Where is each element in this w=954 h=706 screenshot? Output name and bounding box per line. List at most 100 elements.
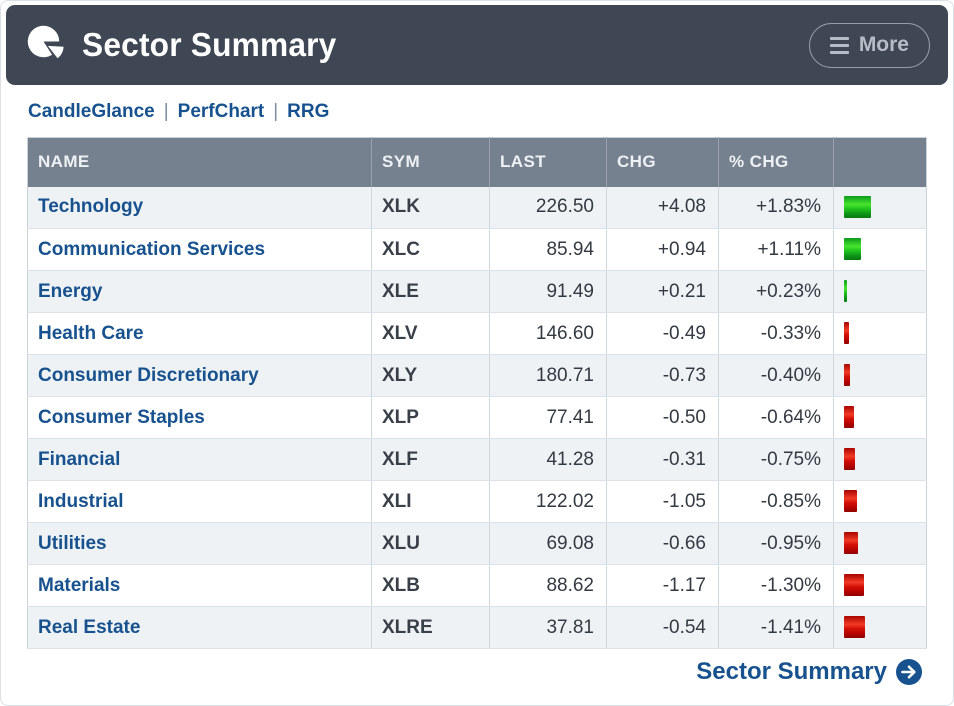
table-row: Communication Services XLC 85.94 +0.94 +…: [27, 228, 927, 271]
sector-symbol: XLRE: [371, 606, 490, 649]
change-value: -0.66: [606, 522, 719, 565]
last-price: 180.71: [489, 354, 607, 397]
sector-symbol: XLI: [371, 480, 490, 523]
sector-name-link[interactable]: Consumer Discretionary: [38, 364, 259, 386]
column-header-bar: [833, 137, 927, 187]
footer-link-label: Sector Summary: [696, 658, 887, 685]
table-row: Financial XLF 41.28 -0.31 -0.75%: [27, 438, 927, 481]
more-button-label: More: [858, 33, 909, 56]
percent-change-value: -0.40%: [718, 354, 834, 397]
column-header-pctchg: % CHG: [718, 137, 834, 187]
percent-change-value: +1.11%: [718, 228, 834, 271]
link-separator: |: [163, 101, 169, 122]
sector-name-link[interactable]: Real Estate: [38, 616, 141, 638]
table-row: Utilities XLU 69.08 -0.66 -0.95%: [27, 522, 927, 565]
page-title: Sector Summary: [82, 26, 337, 63]
sector-symbol: XLV: [371, 312, 490, 355]
table-row: Materials XLB 88.62 -1.17 -1.30%: [27, 564, 927, 607]
last-price: 146.60: [489, 312, 607, 355]
percent-change-bar: [844, 448, 855, 471]
sector-name-link[interactable]: Utilities: [38, 532, 107, 554]
change-value: +4.08: [606, 186, 719, 229]
more-button[interactable]: More: [808, 22, 930, 68]
sector-name-link[interactable]: Health Care: [38, 322, 144, 344]
change-value: -1.05: [606, 480, 719, 523]
change-value: -0.54: [606, 606, 719, 649]
last-price: 91.49: [489, 270, 607, 313]
sector-table: NAME SYM LAST CHG % CHG Technology XLK 2…: [27, 137, 927, 649]
last-price: 88.62: [489, 564, 607, 607]
column-header-chg: CHG: [606, 137, 719, 187]
table-row: Industrial XLI 122.02 -1.05 -0.85%: [27, 480, 927, 523]
change-value: -0.73: [606, 354, 719, 397]
sector-symbol: XLB: [371, 564, 490, 607]
change-value: -0.31: [606, 438, 719, 481]
percent-change-value: +0.23%: [718, 270, 834, 313]
percent-change-value: -0.64%: [718, 396, 834, 439]
percent-change-bar: [844, 532, 858, 555]
sector-symbol: XLY: [371, 354, 490, 397]
sector-name-link[interactable]: Financial: [38, 448, 121, 470]
percent-change-bar: [844, 280, 847, 303]
hamburger-icon: [829, 36, 849, 54]
column-header-sym: SYM: [371, 137, 490, 187]
arrow-right-circle-icon: [896, 659, 922, 685]
change-value: +0.94: [606, 228, 719, 271]
tool-links: CandleGlance | PerfChart | RRG: [28, 101, 953, 123]
percent-change-value: +1.83%: [718, 186, 834, 229]
link-rrg[interactable]: RRG: [287, 101, 330, 122]
sector-summary-footer-link[interactable]: Sector Summary: [696, 658, 922, 686]
percent-change-bar: [844, 364, 850, 387]
sector-name-link[interactable]: Consumer Staples: [38, 406, 205, 428]
change-value: -0.50: [606, 396, 719, 439]
column-header-name: NAME: [27, 137, 372, 187]
percent-change-bar: [844, 196, 871, 219]
sector-symbol: XLU: [371, 522, 490, 565]
table-header-row: NAME SYM LAST CHG % CHG: [27, 137, 927, 187]
sector-name-link[interactable]: Technology: [38, 196, 144, 218]
percent-change-value: -0.75%: [718, 438, 834, 481]
table-row: Consumer Discretionary XLY 180.71 -0.73 …: [27, 354, 927, 397]
percent-change-bar: [844, 574, 864, 597]
column-header-last: LAST: [489, 137, 607, 187]
percent-change-value: -0.33%: [718, 312, 834, 355]
sector-symbol: XLE: [371, 270, 490, 313]
link-separator: |: [273, 101, 279, 122]
sector-name-link[interactable]: Industrial: [38, 490, 124, 512]
sector-symbol: XLK: [371, 186, 490, 229]
percent-change-bar: [844, 406, 854, 429]
table-row: Consumer Staples XLP 77.41 -0.50 -0.64%: [27, 396, 927, 439]
sector-symbol: XLF: [371, 438, 490, 481]
last-price: 85.94: [489, 228, 607, 271]
change-value: -1.17: [606, 564, 719, 607]
sector-name-link[interactable]: Energy: [38, 280, 103, 302]
sector-symbol: XLP: [371, 396, 490, 439]
last-price: 69.08: [489, 522, 607, 565]
sector-name-link[interactable]: Materials: [38, 574, 121, 596]
link-perfchart[interactable]: PerfChart: [177, 101, 265, 122]
table-row: Energy XLE 91.49 +0.21 +0.23%: [27, 270, 927, 313]
table-row: Real Estate XLRE 37.81 -0.54 -1.41%: [27, 606, 927, 649]
last-price: 226.50: [489, 186, 607, 229]
last-price: 37.81: [489, 606, 607, 649]
topbar: Sector Summary More: [6, 5, 948, 85]
change-value: +0.21: [606, 270, 719, 313]
sector-symbol: XLC: [371, 228, 490, 271]
table-row: Health Care XLV 146.60 -0.49 -0.33%: [27, 312, 927, 355]
last-price: 122.02: [489, 480, 607, 523]
link-candleglance[interactable]: CandleGlance: [28, 101, 155, 122]
last-price: 77.41: [489, 396, 607, 439]
percent-change-bar: [844, 490, 857, 513]
percent-change-value: -1.41%: [718, 606, 834, 649]
pie-chart-icon: [27, 25, 64, 59]
change-value: -0.49: [606, 312, 719, 355]
percent-change-bar: [844, 238, 861, 261]
sector-name-link[interactable]: Communication Services: [38, 238, 266, 260]
footer: Sector Summary: [1, 658, 922, 686]
percent-change-value: -0.95%: [718, 522, 834, 565]
percent-change-bar: [844, 322, 849, 345]
table-row: Technology XLK 226.50 +4.08 +1.83%: [27, 186, 927, 229]
last-price: 41.28: [489, 438, 607, 481]
percent-change-bar: [844, 616, 865, 639]
